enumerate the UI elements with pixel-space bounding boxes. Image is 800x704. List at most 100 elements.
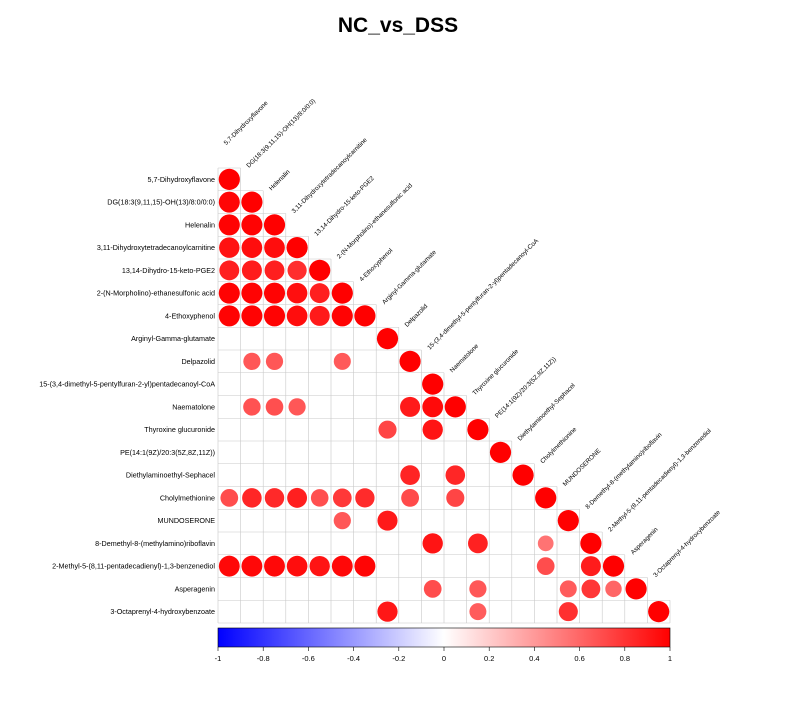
column-label: 3-Octaprenyl-4-hydroxybenzoate [652,509,722,579]
row-label: 3-Octaprenyl-4-hydroxybenzoate [110,607,215,616]
correlation-circle [332,488,352,508]
column-label: 15-(3,4-dimethyl-5-pentylfuran-2-yl)pent… [426,237,540,351]
colorbar-tick-label: 0.2 [484,654,494,663]
correlation-circle [264,260,285,281]
correlation-circle [355,488,375,508]
colorbar-tick-label: -0.6 [302,654,315,663]
correlation-circle [535,487,557,509]
colorbar-tick-label: 0 [442,654,446,663]
row-label: 8-Demethyl-8-(methylamino)riboflavin [95,539,215,548]
correlation-circle [468,533,488,554]
column-label: 2-Methyl-5-(8,11-pentadecadienyl)-1,3-be… [607,428,713,534]
colorbar-tick-label: -0.4 [347,654,360,663]
colorbar-tick-label: -0.8 [257,654,270,663]
correlation-circle [536,557,555,575]
column-label: 2-(N-Morpholino)-ethanesulfonic acid [336,182,415,261]
column-label: MUNDOSERONE [562,447,603,488]
correlation-circle [331,555,353,577]
correlation-circle [241,191,263,213]
chart-title: NC_vs_DSS [338,14,458,37]
column-label: 3,11-Dihydroxytetradecanoylcarnitine [291,136,369,214]
correlation-circle [242,488,262,508]
row-label: 2-(N-Morpholino)-ethanesulfonic acid [97,289,215,298]
correlation-circle [580,556,601,577]
correlation-circle [241,237,263,258]
correlation-circle [241,305,263,327]
correlation-circle [469,580,487,598]
correlation-circle [354,305,376,327]
correlation-circle [399,350,421,372]
column-label: 8-Demethyl-8-(methylamino)riboflavin [584,431,664,511]
correlation-circle [265,398,284,416]
correlation-circle [422,533,443,554]
row-label: 15-(3,4-dimethyl-5-pentylfuran-2-yl)pent… [39,380,215,389]
colorbar-tick-label: 1 [668,654,672,663]
column-label: Helenalin [268,168,292,192]
correlation-circle [241,260,262,281]
correlation-circle [602,555,625,577]
correlation-circle [512,464,534,486]
column-label: Asperagenin [630,526,660,556]
correlation-circle [422,373,444,395]
row-label: DG(18:3(9,11,15)-OH(13)/8:0/0:0) [107,198,215,207]
correlation-circles [218,168,670,623]
correlation-circle [264,555,285,577]
row-label: MUNDOSERONE [157,516,215,525]
correlation-circle [489,441,512,463]
row-label: Delpazolid [181,357,215,366]
correlation-circle [309,259,331,281]
correlation-circle [241,555,263,577]
correlation-circle [581,579,601,599]
correlation-circle [580,532,602,554]
correlation-circle [218,168,240,190]
correlation-circle [218,214,240,236]
row-label: 2-Methyl-5-(8,11-pentadecadienyl)-1,3-be… [52,562,215,571]
correlation-circle [241,214,263,236]
row-label: 13,14-Dihydro-15-keto-PGE2 [122,266,215,275]
correlation-circle [333,512,351,530]
colorbar-ticks: -1 -0.8 -0.6 -0.4 -0.2 0 0.2 0.4 0.6 0.8 1 [215,647,672,663]
correlation-circle [378,420,397,439]
correlation-circle [286,282,308,304]
correlation-circle [218,555,240,577]
correlation-circle [331,282,353,304]
correlation-circle [264,237,285,258]
correlation-circle [218,282,240,304]
correlation-circle [287,260,307,280]
column-label: 4-Ethoxyphenol [358,247,394,283]
correlation-circle [331,305,353,327]
row-label: Naematolone [172,402,215,411]
correlation-circle [286,555,308,577]
row-label: Asperagenin [175,584,215,593]
column-label: Arginyl-Gamma-glutamate [381,249,438,306]
correlation-circle [376,328,399,350]
correlation-circle [469,603,487,621]
correlation-circle [354,555,376,577]
column-label: Thyroxine glucuronide [471,348,520,397]
correlation-circle [377,510,398,531]
correlation-circle [310,489,329,507]
row-label: Thyroxine glucuronide [144,425,215,434]
correlation-circle [559,580,577,598]
colorbar-tick-label: 0.8 [620,654,630,663]
correlation-circle [263,214,286,236]
row-label: Arginyl-Gamma-glutamate [131,334,215,343]
row-label: Helenalin [185,220,215,229]
correlation-circle [287,487,308,508]
colorbar-tick-label: 0.4 [529,654,539,663]
row-label: 4-Ethoxyphenol [165,311,215,320]
colorbar-tick-label: -1 [215,654,222,663]
correlation-circle [400,396,421,417]
correlation-circle [309,283,330,304]
correlation-circle [422,419,443,440]
correlation-circle [264,488,285,508]
correlation-circle [309,305,330,326]
correlation-circle [286,237,308,259]
correlation-circle [265,352,284,370]
correlation-circle [625,578,647,600]
correlation-circle [400,465,420,485]
colorbar-tick-label: -0.2 [392,654,405,663]
row-label: PE(14:1(9Z)/20:3(5Z,8Z,11Z)) [120,448,215,457]
row-label: Cholylmethionine [160,493,215,502]
